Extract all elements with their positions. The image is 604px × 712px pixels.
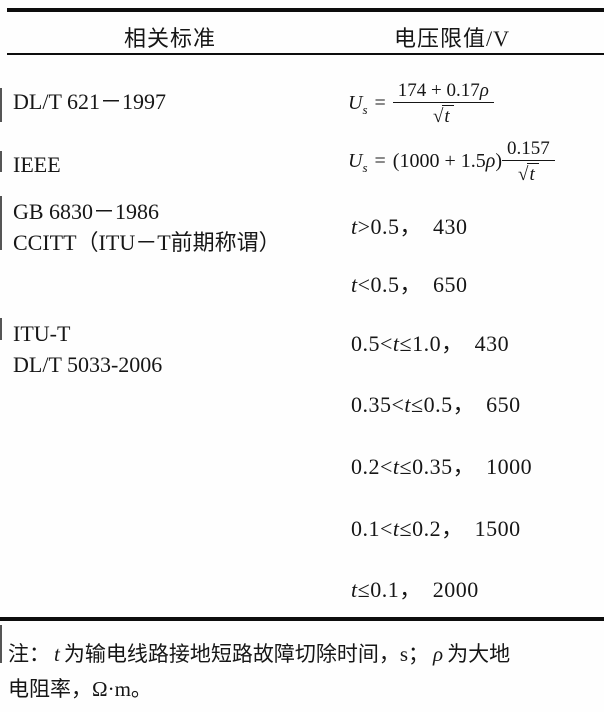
condition-value: 650 (433, 272, 468, 297)
fraction-numerator: 0.157 (502, 138, 555, 161)
footnote-label: 注： (8, 642, 50, 666)
standard-itut-dlt5033: ITU-T DL/T 5033-2006 (13, 318, 162, 380)
condition-value: 430 (474, 331, 510, 356)
standard-dlt-621-1997: DL/T 621－1997 (13, 89, 166, 114)
condition-row-t-lt-0.5: t<0.5， 650 (351, 272, 468, 297)
condition-row-t-le-0.1: t≤0.1， 2000 (351, 577, 479, 602)
footnote-line-1: 注： t 为输电线路接地短路故障切除时间，s； ρ 为大地 (8, 642, 511, 666)
formula-variable-us: Us (348, 149, 368, 175)
fraction: 0.157 √ t (502, 138, 555, 185)
equals-sign: = (374, 91, 386, 114)
fraction: 174 + 0.17ρ √ t (392, 80, 494, 127)
fraction-denominator: √ t (433, 103, 454, 127)
condition-value: 430 (433, 214, 468, 239)
table-bottom-rule (0, 617, 604, 621)
condition-value: 650 (486, 392, 521, 417)
condition-variable-t: t (392, 516, 400, 541)
condition-value: 1000 (486, 454, 533, 479)
condition-row-0.1-to-0.2: 0.1<t≤0.2， 1500 (351, 516, 521, 541)
scan-edge-artifact (0, 196, 2, 250)
square-root-sign: √ (518, 163, 529, 185)
standard-itut-line: ITU-T (13, 321, 71, 346)
condition-variable-t: t (392, 331, 400, 356)
square-root-sign: √ (432, 105, 444, 127)
condition-row-t-gt-0.5: t>0.5， 430 (351, 214, 468, 239)
footnote-line-2: 电阻率，Ω·m。 (8, 677, 152, 701)
column-header-standard: 相关标准 (123, 26, 216, 51)
column-header-voltage-limit: 电压限值/V (393, 26, 510, 51)
standard-gb6830-ccitt: GB 6830－1986 CCITT（ITU－T前期称谓） (13, 196, 281, 258)
scan-edge-artifact (0, 318, 2, 340)
scan-edge-artifact (0, 625, 2, 663)
standard-ccitt-line: CCITT（ITU－T前期称谓） (13, 230, 281, 255)
condition-row-0.35-to-0.5: 0.35<t≤0.5， 650 (351, 392, 521, 417)
scan-edge-artifact (0, 151, 2, 172)
condition-row-0.2-to-0.35: 0.2<t≤0.35， 1000 (351, 454, 533, 479)
header-separator-rule (7, 53, 604, 55)
equals-sign: = (374, 149, 386, 172)
table-top-rule (7, 8, 604, 12)
standard-ieee: IEEE (13, 152, 61, 177)
footnote-variable-t: t (54, 642, 60, 666)
scan-edge-artifact (0, 88, 2, 122)
formula-factor: (1000 + 1.5ρ) (392, 149, 503, 172)
condition-variable-t: t (351, 214, 358, 239)
condition-variable-t: t (404, 392, 412, 417)
fraction-denominator: √ t (518, 161, 539, 185)
standard-dlt5033-line: DL/T 5033-2006 (13, 352, 163, 377)
condition-value: 2000 (432, 577, 479, 602)
footnote-variable-rho: ρ (433, 642, 444, 666)
condition-variable-t: t (351, 577, 358, 602)
condition-row-0.5-to-1.0: 0.5<t≤1.0， 430 (351, 331, 510, 356)
condition-value: 1500 (474, 516, 521, 541)
formula-variable-us: Us (348, 91, 368, 117)
fraction-numerator: 174 + 0.17ρ (392, 80, 494, 103)
standard-gb6830-line: GB 6830－1986 (13, 199, 160, 224)
formula-ieee-voltage-limit: Us = (1000 + 1.5ρ) 0.157 √ t (348, 137, 555, 185)
condition-variable-t: t (392, 454, 400, 479)
formula-dlt621-voltage-limit: Us = 174 + 0.17ρ √ t (348, 79, 494, 127)
condition-variable-t: t (351, 272, 358, 297)
